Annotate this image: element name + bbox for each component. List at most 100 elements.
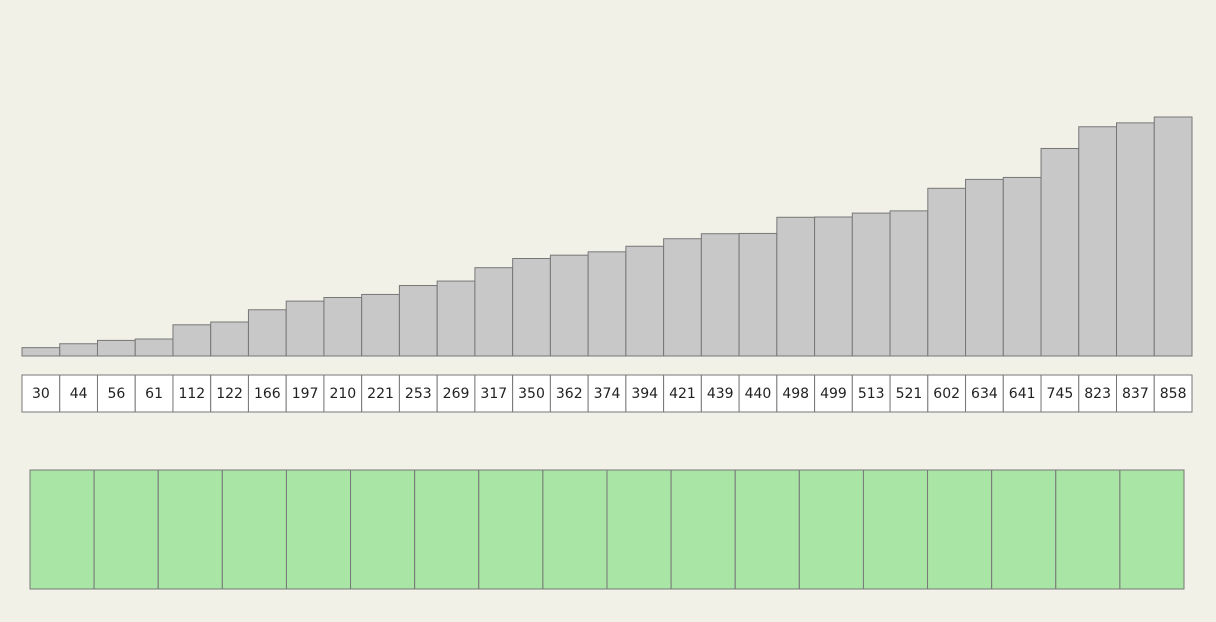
bucket <box>991 469 1057 590</box>
bar <box>398 285 438 357</box>
bar <box>512 258 551 357</box>
value-cell <box>59 374 98 413</box>
value-cell <box>814 374 853 413</box>
value-label: 350 <box>518 386 545 402</box>
value-cell <box>285 374 325 413</box>
value-label: 498 <box>782 386 809 402</box>
value-label: 858 <box>1160 386 1187 402</box>
bar <box>1078 126 1118 357</box>
value-cell <box>776 374 816 413</box>
value-label: 394 <box>631 386 658 402</box>
value-label: 44 <box>70 386 88 402</box>
bucket <box>285 469 352 590</box>
value-label: 440 <box>745 386 772 402</box>
value-cell <box>738 374 778 413</box>
value-cell <box>1002 374 1042 413</box>
value-cell <box>323 374 363 413</box>
value-cell <box>1078 374 1118 413</box>
value-label: 56 <box>107 386 125 402</box>
value-cell <box>851 374 891 413</box>
bar <box>700 233 740 357</box>
bucket <box>1055 469 1121 590</box>
bucket <box>606 469 672 590</box>
bar <box>210 321 249 357</box>
value-label: 197 <box>292 386 319 402</box>
value-label: 634 <box>971 386 998 402</box>
bucket <box>93 469 159 590</box>
bucket <box>734 469 800 590</box>
value-label: 745 <box>1047 386 1074 402</box>
value-cell <box>361 374 400 413</box>
bar <box>21 347 61 357</box>
value-label: 521 <box>896 386 923 402</box>
bar <box>134 338 174 357</box>
value-label: 513 <box>858 386 885 402</box>
value-label: 210 <box>329 386 356 402</box>
bar <box>549 254 589 357</box>
value-cell <box>96 374 136 413</box>
bar <box>285 300 325 357</box>
value-label: 602 <box>933 386 960 402</box>
bucket <box>542 469 608 590</box>
bucket <box>29 469 95 590</box>
value-label: 362 <box>556 386 583 402</box>
value-cell <box>210 374 249 413</box>
value-cell <box>247 374 287 413</box>
value-label: 166 <box>254 386 281 402</box>
bar <box>1002 176 1042 357</box>
value-label: 221 <box>367 386 394 402</box>
value-label: 317 <box>480 386 507 402</box>
bucket <box>221 469 287 590</box>
bucket <box>414 469 480 590</box>
value-label: 641 <box>1009 386 1036 402</box>
value-cell <box>172 374 212 413</box>
bar <box>1116 122 1155 357</box>
value-cell <box>587 374 627 413</box>
bar <box>436 280 476 357</box>
value-cell <box>927 374 967 413</box>
value-label: 30 <box>32 386 50 402</box>
value-label: 374 <box>594 386 621 402</box>
value-cell <box>474 374 514 413</box>
value-cell <box>1040 374 1080 413</box>
bucket <box>157 469 223 590</box>
value-cell <box>512 374 551 413</box>
value-label: 112 <box>178 386 205 402</box>
bar <box>776 216 816 357</box>
value-cell <box>21 374 61 413</box>
bucket <box>862 469 929 590</box>
value-label: 253 <box>405 386 432 402</box>
bucket <box>350 469 416 590</box>
value-label: 61 <box>145 386 163 402</box>
buckets <box>29 469 1185 590</box>
bar <box>59 343 98 357</box>
bar <box>814 216 853 357</box>
bucket <box>1119 469 1185 590</box>
value-cell <box>663 374 702 413</box>
value-label: 837 <box>1122 386 1149 402</box>
bar <box>172 324 212 357</box>
value-cell <box>625 374 665 413</box>
bucket <box>798 469 864 590</box>
value-label: 439 <box>707 386 734 402</box>
bar <box>738 232 778 357</box>
bar <box>96 339 136 357</box>
bar <box>927 187 967 357</box>
bar <box>889 210 929 357</box>
bar <box>323 297 363 357</box>
bar <box>1153 116 1193 357</box>
bar <box>247 309 287 357</box>
bar <box>851 212 891 357</box>
bar <box>663 238 702 357</box>
value-label: 269 <box>443 386 470 402</box>
value-label: 421 <box>669 386 696 402</box>
value-cell <box>1153 374 1193 413</box>
value-cell <box>700 374 740 413</box>
bucket <box>478 469 544 590</box>
bar <box>625 245 665 357</box>
bar <box>474 267 514 357</box>
value-label: 823 <box>1084 386 1111 402</box>
bar <box>361 293 400 357</box>
